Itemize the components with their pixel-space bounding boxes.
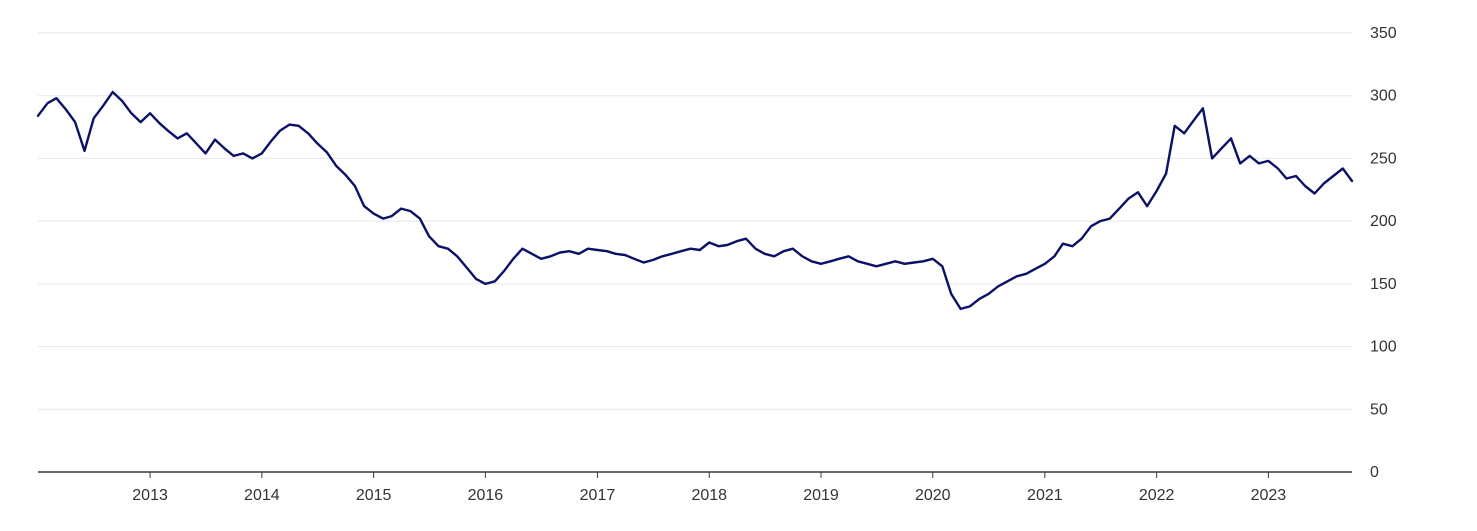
x-tick-label: 2016 xyxy=(468,487,504,504)
x-tick-label: 2021 xyxy=(1027,487,1063,504)
y-tick-label: 100 xyxy=(1370,339,1397,356)
x-tick-label: 2017 xyxy=(580,487,616,504)
x-tick-label: 2015 xyxy=(356,487,392,504)
x-tick-label: 2022 xyxy=(1139,487,1175,504)
x-tick-label: 2018 xyxy=(691,487,727,504)
series-lines xyxy=(36,90,1354,311)
x-tick-label: 2023 xyxy=(1251,487,1287,504)
x-tick-label: 2020 xyxy=(915,487,951,504)
y-tick-label: 300 xyxy=(1370,88,1397,105)
x-axis: 2013 2014 2015 2016 2017 2018 2019 2020 2021 2022… xyxy=(38,471,1352,504)
y-axis-tick-labels: 0 50 100 150 200 250 300 350 xyxy=(1370,25,1397,481)
x-tick-label: 2014 xyxy=(244,487,280,504)
y-tick-label: 200 xyxy=(1370,213,1397,230)
y-tick-label: 0 xyxy=(1370,464,1379,481)
y-tick-label: 50 xyxy=(1370,401,1388,418)
y-tick-label: 250 xyxy=(1370,150,1397,167)
gridlines xyxy=(38,32,1352,410)
series-line-0 xyxy=(36,90,1354,311)
x-tick-label: 2013 xyxy=(132,487,168,504)
y-tick-label: 150 xyxy=(1370,276,1397,293)
y-tick-label: 350 xyxy=(1370,25,1397,42)
x-tick-label: 2019 xyxy=(803,487,839,504)
